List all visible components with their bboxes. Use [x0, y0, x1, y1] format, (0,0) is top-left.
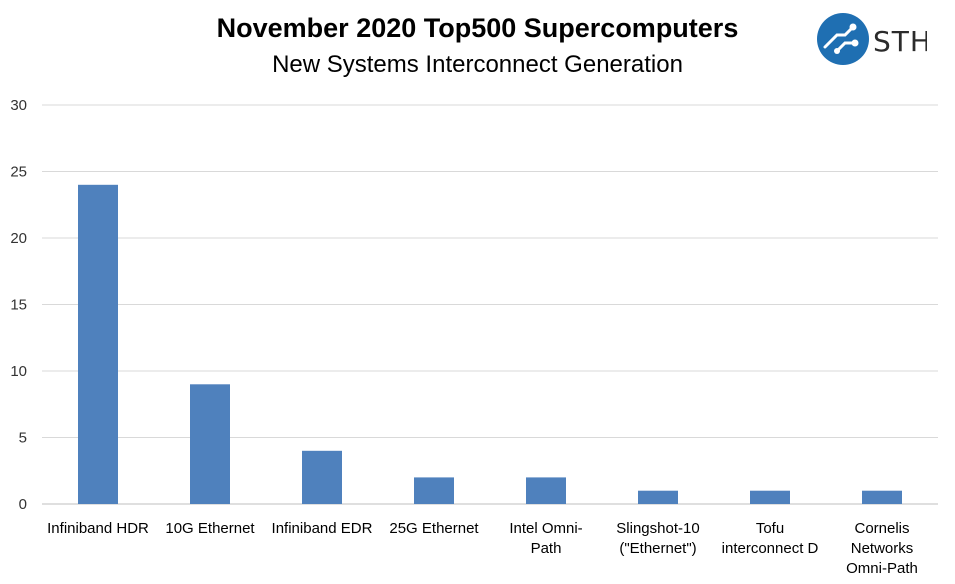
bar	[638, 490, 678, 504]
chart-title: November 2020 Top500 Supercomputers	[216, 13, 739, 43]
x-category-label: Infiniband HDR	[47, 520, 149, 537]
bar	[302, 450, 342, 504]
x-category-label: Tofu interconnect D	[722, 520, 819, 557]
x-category-label: Infiniband EDR	[272, 520, 373, 537]
bar	[750, 490, 790, 504]
bars	[78, 184, 902, 505]
x-category-label: 25G Ethernet	[389, 520, 479, 537]
bar	[414, 477, 454, 504]
bar	[190, 384, 230, 504]
y-tick-label: 25	[10, 164, 27, 181]
y-tick-label: 10	[10, 363, 27, 380]
gridlines	[42, 104, 938, 505]
chart-subtitle: New Systems Interconnect Generation	[272, 51, 683, 78]
x-category-label: Slingshot-10 ("Ethernet")	[616, 520, 699, 557]
bar	[526, 477, 566, 504]
y-tick-label: 0	[19, 496, 27, 513]
circuit-icon	[817, 13, 869, 65]
x-category-label: 10G Ethernet	[165, 520, 255, 537]
x-category-label: Intel Omni-Path	[509, 520, 582, 557]
y-tick-label: 5	[19, 430, 27, 447]
y-axis-ticks: 0 5 10 15 20 25 30	[10, 97, 27, 513]
bar	[862, 490, 902, 504]
x-category-label: Cornelis Networks Omni-Path	[846, 520, 918, 577]
bar	[78, 184, 118, 505]
y-tick-label: 20	[10, 230, 27, 247]
y-tick-label: 30	[10, 97, 27, 114]
y-tick-label: 15	[10, 297, 27, 314]
logo-text: STH	[873, 25, 927, 58]
x-axis-labels: Infiniband HDR 10G Ethernet Infiniband EDR…	[47, 520, 918, 577]
sth-logo: STH	[817, 13, 927, 65]
